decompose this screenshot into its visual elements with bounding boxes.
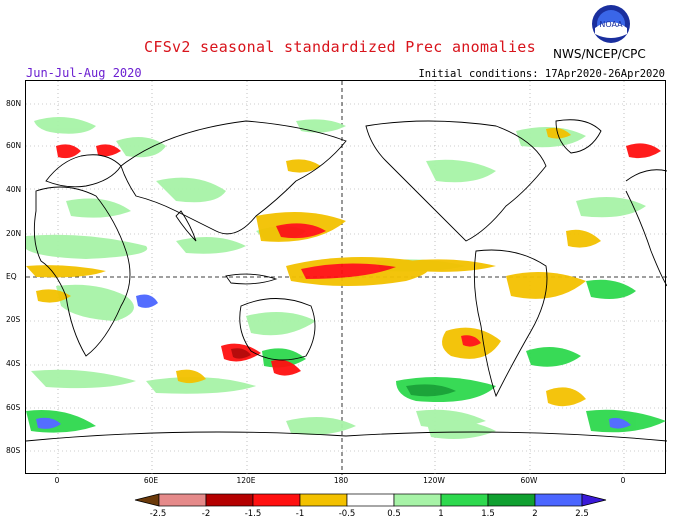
anomaly-map xyxy=(25,80,668,475)
lat-label-60n: 60N xyxy=(6,141,22,150)
initial-conditions-label: Initial conditions: 17Apr2020-26Apr2020 xyxy=(418,68,665,80)
lon-label-60w: 60W xyxy=(520,476,538,485)
colorbar-swatch xyxy=(299,493,348,507)
lon-label-0-left: 0 xyxy=(54,476,60,485)
agency-label: NWS/NCEP/CPC xyxy=(553,47,646,61)
lon-label-120w: 120W xyxy=(423,476,445,485)
lat-label-40n: 40N xyxy=(6,185,22,194)
colorbar-label: 2 xyxy=(532,509,538,519)
colorbar-swatch xyxy=(252,493,301,507)
colorbar-swatch xyxy=(346,493,395,507)
colorbar-swatch xyxy=(440,493,489,507)
colorbar-label: -1 xyxy=(295,509,305,519)
lat-gridlines xyxy=(26,103,667,452)
colorbar-label: -2.5 xyxy=(149,509,167,519)
map-canvas xyxy=(25,81,668,475)
colorbar-label: -1.5 xyxy=(244,509,262,519)
colorbar-label: -2 xyxy=(201,509,211,519)
colorbar-swatch xyxy=(158,493,207,507)
colorbar-arrow-left xyxy=(134,493,160,507)
lon-label-60e: 60E xyxy=(143,476,159,485)
dry-anomalies xyxy=(26,127,661,407)
map-title: CFSv2 seasonal standardized Prec anomali… xyxy=(144,38,536,56)
lat-label-60s: 60S xyxy=(6,403,21,412)
colorbar-swatch xyxy=(534,493,583,507)
noaa-logo: NOAA xyxy=(591,4,631,44)
coastlines xyxy=(25,119,668,442)
logo-text: NOAA xyxy=(599,20,623,29)
lat-label-80n: 80N xyxy=(6,99,22,108)
lat-label-20n: 20N xyxy=(6,229,22,238)
colorbar-label: 0.5 xyxy=(387,509,401,519)
colorbar-label: 1 xyxy=(438,509,444,519)
lat-label-eq: EQ xyxy=(6,272,17,281)
colorbar-label: 1.5 xyxy=(481,509,495,519)
colorbar-swatch xyxy=(393,493,442,507)
lon-label-120e: 120E xyxy=(236,476,256,485)
colorbar-label: -0.5 xyxy=(338,509,356,519)
colorbar-swatch xyxy=(205,493,254,507)
colorbar-arrow-right xyxy=(581,493,607,507)
colorbar-swatch xyxy=(487,493,536,507)
lat-label-40s: 40S xyxy=(6,359,21,368)
colorbar-label: 2.5 xyxy=(575,509,589,519)
lat-label-20s: 20S xyxy=(6,315,21,324)
lon-label-180: 180 xyxy=(333,476,349,485)
lat-label-80s: 80S xyxy=(6,446,21,455)
lon-label-0-right: 0 xyxy=(620,476,626,485)
season-label: Jun-Jul-Aug 2020 xyxy=(26,66,142,80)
